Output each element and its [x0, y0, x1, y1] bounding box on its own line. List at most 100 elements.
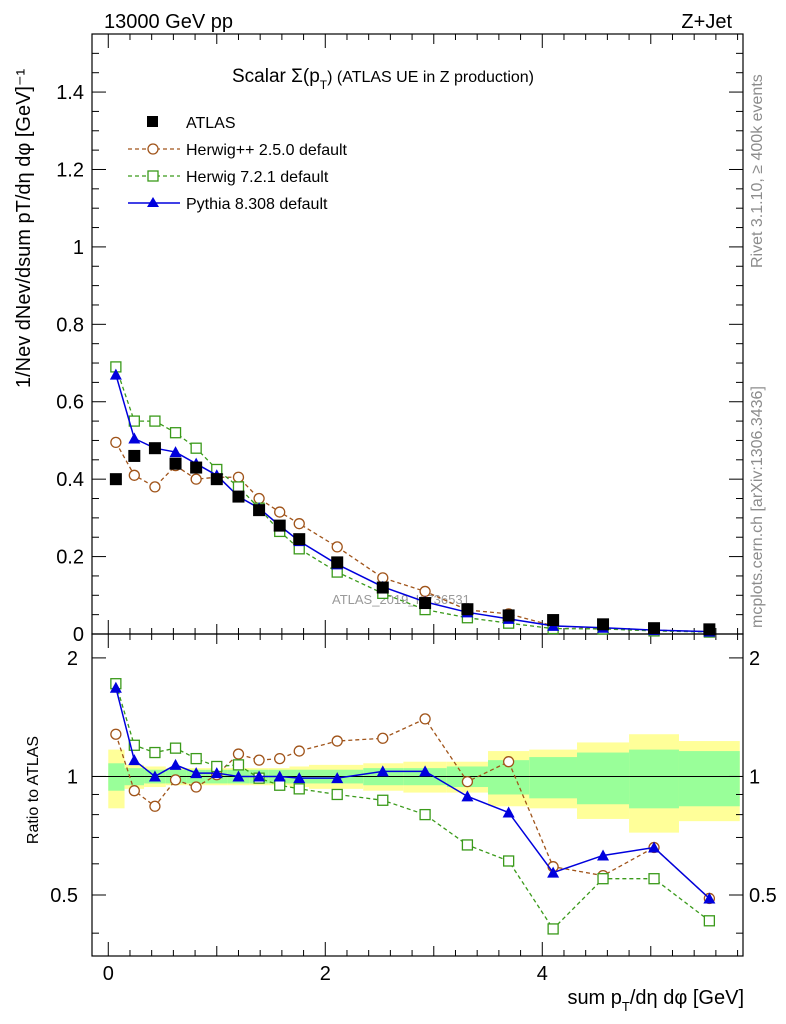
- ratio-herwig72-point: [419, 808, 431, 821]
- main-y-tick-label: 1: [73, 237, 84, 259]
- main-atlas-point: [210, 473, 223, 486]
- ratio-y-tick-label-right: 1: [749, 766, 760, 788]
- main-y-tick-label: 1.4: [56, 82, 84, 104]
- x-axis-label: sum pT/dη dφ [GeV]: [567, 987, 744, 1014]
- title-rest: ) (ATLAS UE in Z production): [327, 69, 534, 86]
- main-herwig25-point: [331, 541, 343, 553]
- ratio-herwig25-point: [110, 728, 122, 740]
- axis-ticks: 00.20.40.60.811.21.40 2 40.5 0.51 12 2: [50, 34, 777, 985]
- legend-herwig25-label: Herwig++ 2.5.0 default: [186, 142, 348, 159]
- ratio-herwig25-point: [502, 756, 515, 768]
- x-tick-label: 4: [537, 963, 548, 985]
- ratio-herwig72-point: [149, 746, 161, 759]
- ratio-pythia-point: [148, 770, 161, 782]
- ylabel-text: 1/Nev dNev/dsum pT/dη dφ [GeV]⁻¹: [13, 68, 35, 388]
- main-atlas-point: [190, 461, 203, 474]
- main-herwig72-point: [232, 481, 245, 493]
- main-atlas-point: [331, 556, 344, 569]
- main-series: [109, 361, 716, 638]
- ratio-series: [109, 678, 716, 935]
- ratio-herwig25-point: [377, 732, 389, 744]
- main-atlas-point: [461, 603, 474, 616]
- band-inner-bin: [576, 752, 630, 805]
- ratio-herwig25-point: [419, 713, 431, 725]
- ratio-y-tick-label-right: 0.5: [749, 885, 777, 907]
- main-pythia-point: [128, 432, 141, 444]
- ratio-pythia-point: [293, 772, 306, 784]
- ratio-herwig72-point: [597, 873, 609, 885]
- ratio-pythia-point: [210, 767, 223, 779]
- ratio-y-tick-label: 0.5: [50, 885, 78, 907]
- title-subscript: T: [320, 78, 328, 92]
- main-atlas-point: [273, 519, 286, 532]
- ratio-herwig72-point: [648, 873, 660, 885]
- legend-pythia-label: Pythia 8.308 default: [186, 196, 328, 213]
- band-inner-bin: [529, 757, 577, 799]
- x-tick-label: 0: [103, 963, 114, 985]
- ratio-pythia-point: [253, 770, 266, 782]
- main-herwig72-point: [149, 415, 161, 427]
- main-pythia-point: [169, 446, 182, 458]
- ratio-pythia-point: [273, 770, 286, 782]
- x-tick-label: 2: [320, 963, 331, 985]
- ratio-herwig72-point: [703, 915, 716, 927]
- ratio-y-axis-label: Ratio to ATLAS: [25, 736, 42, 844]
- main-herwig25-point: [293, 518, 305, 530]
- ratio-pythia-point: [419, 765, 432, 777]
- legend-atlas-label: ATLAS: [186, 115, 236, 132]
- ratio-herwig72-point: [331, 788, 343, 801]
- ratio-herwig72-point: [190, 752, 202, 765]
- mcplots-label: mcplots.cern.ch [arXiv:1306.3436]: [749, 386, 766, 628]
- ratio-herwig72-point: [274, 779, 286, 791]
- legend-atlas-marker: [147, 116, 158, 127]
- main-atlas-point: [703, 623, 716, 636]
- main-y-tick-label: 0.8: [56, 314, 84, 336]
- plot-title: Scalar Σ(pT) (ATLAS UE in Z production): [232, 66, 534, 92]
- ratio-herwig25-point: [331, 735, 343, 747]
- legend-herwig72-label: Herwig 7.2.1 default: [186, 169, 329, 186]
- ratio-pythia-point: [190, 767, 203, 779]
- main-y-axis-label: 1/Nev dNev/dsum pT/dη dφ [GeV]⁻¹: [13, 68, 35, 388]
- main-atlas-point: [232, 490, 245, 503]
- legend-pythia-marker: [147, 197, 159, 207]
- main-atlas-point: [128, 449, 141, 462]
- rivet-label: Rivet 3.1.10, ≥ 400k events: [749, 74, 766, 268]
- xlabel-subscript: T: [622, 999, 630, 1014]
- ratio-herwig72-point: [547, 923, 559, 935]
- ratio-pythia-point: [331, 772, 344, 784]
- title-main: Scalar Σ(p: [232, 66, 320, 87]
- main-herwig72-point: [169, 427, 182, 439]
- main-herwig25-point: [128, 469, 140, 481]
- ratio-herwig72-point: [293, 783, 305, 795]
- main-atlas-point: [148, 442, 161, 455]
- main-atlas-point: [109, 473, 122, 486]
- ratio-herwig25-point: [169, 774, 182, 786]
- main-y-tick-label: 0.4: [56, 469, 84, 491]
- main-y-tick-label: 1.2: [56, 159, 84, 181]
- ratio-herwig72-point: [377, 794, 389, 806]
- main-atlas-point: [597, 618, 610, 631]
- ratio-herwig25-point: [232, 748, 245, 760]
- ratio-herwig25-point: [253, 754, 265, 766]
- main-herwig25-point: [274, 506, 286, 518]
- main-herwig25-point: [253, 492, 265, 505]
- main-y-tick-label: 0.2: [56, 547, 84, 569]
- ratio-pythia-point: [169, 758, 182, 770]
- ratio-pythia-point: [109, 681, 122, 693]
- ratio-y-tick-label-right: 2: [749, 648, 760, 670]
- analysis-watermark: ATLAS_2019_I1736531: [332, 592, 470, 607]
- svg-text:1/Nev dNev/dsum pT/dη dφ [GeV]: 1/Nev dNev/dsum pT/dη dφ [GeV]⁻¹: [13, 68, 35, 388]
- ratio-pythia-point: [232, 770, 245, 782]
- ratio-herwig72-point: [461, 839, 474, 851]
- band-inner-bin: [629, 749, 679, 809]
- process-label: Z+Jet: [681, 11, 732, 33]
- ratio-pythia-point: [376, 765, 389, 777]
- ratio-herwig72-point: [502, 855, 515, 867]
- ratio-pythia-point: [502, 806, 515, 818]
- ratio-herwig72-point: [128, 739, 140, 751]
- main-y-tick-label: 0.6: [56, 392, 84, 414]
- ratio-y-tick-label: 2: [67, 648, 78, 670]
- ratio-herwig25-point: [190, 781, 202, 793]
- ratio-ylabel-text: Ratio to ATLAS: [25, 736, 42, 844]
